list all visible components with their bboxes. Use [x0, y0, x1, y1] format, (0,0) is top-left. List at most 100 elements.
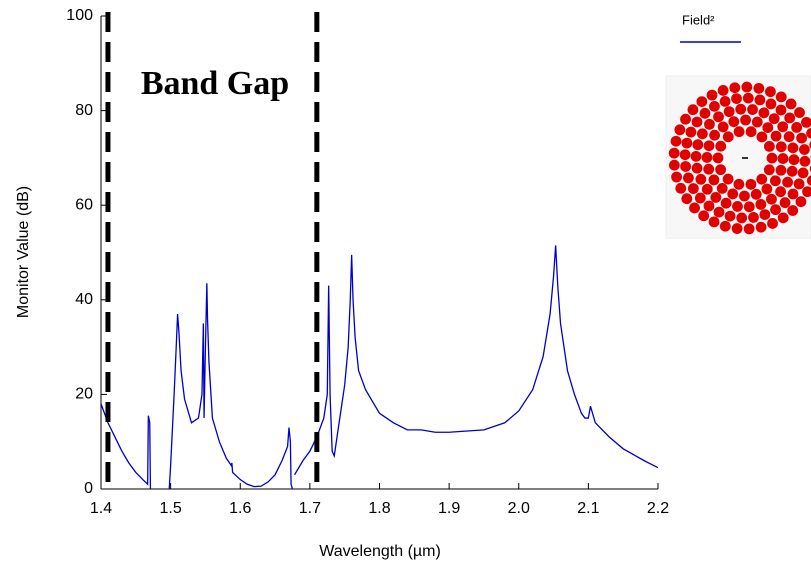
air-hole [797, 167, 809, 179]
air-hole [756, 131, 768, 143]
air-hole [747, 104, 758, 115]
air-hole [777, 212, 789, 224]
air-hole [685, 126, 697, 138]
air-hole [727, 188, 739, 200]
air-hole [799, 155, 811, 167]
air-hole [694, 192, 706, 204]
air-hole [753, 82, 765, 94]
air-hole [675, 182, 687, 194]
core-mark [742, 157, 748, 159]
air-hole [689, 202, 700, 214]
air-hole [681, 137, 693, 149]
air-hole [766, 193, 777, 205]
air-hole [713, 111, 724, 123]
air-hole [751, 116, 763, 128]
air-hole [722, 131, 734, 143]
x-tick-label: 1.6 [229, 500, 251, 517]
air-hole [729, 82, 741, 94]
air-hole [668, 147, 680, 159]
air-hole [695, 173, 707, 185]
air-hole [767, 218, 778, 229]
air-hole [763, 140, 775, 152]
air-hole [761, 183, 773, 195]
air-hole [696, 96, 708, 108]
air-hole [710, 191, 722, 203]
air-hole [728, 116, 740, 128]
air-hole [708, 174, 720, 186]
air-hole [715, 140, 727, 152]
air-hole [775, 104, 787, 116]
y-tick-label: 80 [75, 102, 93, 119]
air-hole [798, 144, 810, 155]
air-hole [742, 92, 754, 104]
air-hole [703, 163, 715, 175]
air-hole [704, 118, 715, 130]
air-hole [762, 122, 774, 133]
y-tick-label: 100 [66, 7, 93, 24]
air-hole [755, 221, 767, 233]
air-hole [784, 112, 796, 124]
air-hole [787, 142, 799, 154]
air-hole [731, 223, 743, 234]
air-hole [745, 126, 757, 138]
air-hole [777, 121, 789, 133]
air-hole [739, 190, 750, 202]
air-hole [668, 159, 680, 171]
air-hole [754, 94, 766, 106]
air-hole [794, 107, 805, 118]
air-hole [698, 210, 710, 222]
air-hole [777, 153, 789, 164]
air-hole [674, 124, 686, 136]
air-hole [719, 95, 731, 107]
air-hole [670, 135, 682, 147]
air-hole [736, 212, 748, 224]
air-hole [731, 93, 742, 105]
air-hole [715, 164, 727, 176]
air-hole [785, 98, 797, 110]
y-tick-label: 20 [75, 386, 93, 403]
air-hole [770, 204, 781, 216]
air-hole [703, 140, 715, 152]
air-hole [795, 196, 807, 208]
air-hole [706, 89, 718, 101]
air-hole [765, 98, 777, 110]
air-hole [724, 210, 736, 222]
air-hole [766, 152, 778, 164]
y-axis-label: Monitor Value (dB) [15, 186, 32, 318]
air-hole [775, 164, 787, 176]
air-hole [691, 116, 703, 128]
y-tick-label: 40 [75, 291, 93, 308]
x-tick-label: 2.0 [508, 500, 530, 517]
air-hole [701, 152, 713, 163]
air-hole [758, 107, 770, 119]
air-hole [735, 103, 747, 115]
air-hole [763, 164, 775, 176]
air-hole [717, 121, 729, 133]
air-hole [775, 91, 787, 103]
air-hole [791, 122, 803, 133]
air-hole [703, 200, 715, 212]
air-hole [748, 211, 759, 223]
air-hole [741, 81, 753, 93]
x-tick-label: 2.2 [647, 500, 669, 517]
air-hole [770, 175, 781, 187]
air-hole [691, 162, 703, 174]
air-hole [801, 116, 811, 128]
annotation: Band Gap [141, 65, 289, 102]
air-hole [802, 186, 811, 198]
air-hole [743, 201, 755, 213]
air-hole [709, 129, 720, 141]
air-hole [719, 220, 731, 232]
data-line [101, 245, 658, 489]
air-hole [701, 183, 713, 195]
air-hole [786, 165, 798, 177]
air-hole [787, 205, 799, 216]
air-hole [782, 176, 794, 188]
air-hole [806, 175, 811, 186]
air-hole [712, 152, 724, 164]
air-hole [783, 131, 795, 143]
air-hole [699, 107, 711, 119]
air-hole [806, 127, 811, 139]
legend-label: Field² [682, 12, 715, 27]
